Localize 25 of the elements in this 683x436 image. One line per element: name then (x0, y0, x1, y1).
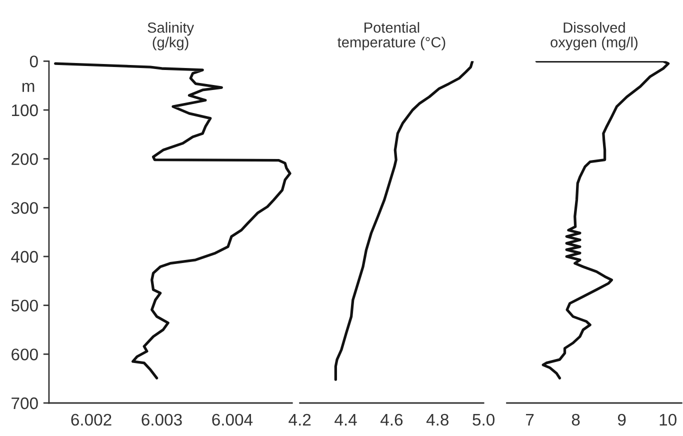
y-tick-label: 200 (12, 153, 38, 166)
x-tick-label: 4.4 (334, 414, 357, 426)
chart-title: Dissolved oxygen (mg/l) (550, 22, 638, 50)
x-tick-label: 10 (660, 414, 676, 426)
y-tick-label: 700 (12, 397, 38, 410)
x-tick-label: 4.6 (380, 414, 403, 426)
x-tick-label: 6.002 (71, 414, 112, 426)
x-tick-label: 6.003 (142, 414, 182, 426)
x-tick-label: 5.0 (472, 414, 494, 426)
y-tick-label: 600 (12, 348, 38, 360)
y-axis-title: m (22, 82, 34, 92)
y-tick-label: 300 (11, 202, 38, 214)
y-tick-label: 400 (11, 250, 38, 263)
chart-title: Potential temperature (°C) (338, 22, 446, 50)
x-tick-label: 7 (526, 414, 534, 426)
y-tick-label: 500 (11, 300, 38, 312)
chart-title: Salinity (g/kg) (148, 22, 194, 50)
y-tick-label: 100 (12, 104, 38, 116)
line-series (54, 62, 292, 380)
x-tick-label: 4.8 (426, 414, 448, 426)
x-tick-label: 8 (572, 414, 580, 426)
x-tick-label: 6.004 (212, 414, 253, 426)
x-tick-label: 4.2 (288, 414, 311, 426)
y-tick-label: 0 (30, 56, 38, 68)
x-tick-label: 9 (618, 414, 626, 426)
